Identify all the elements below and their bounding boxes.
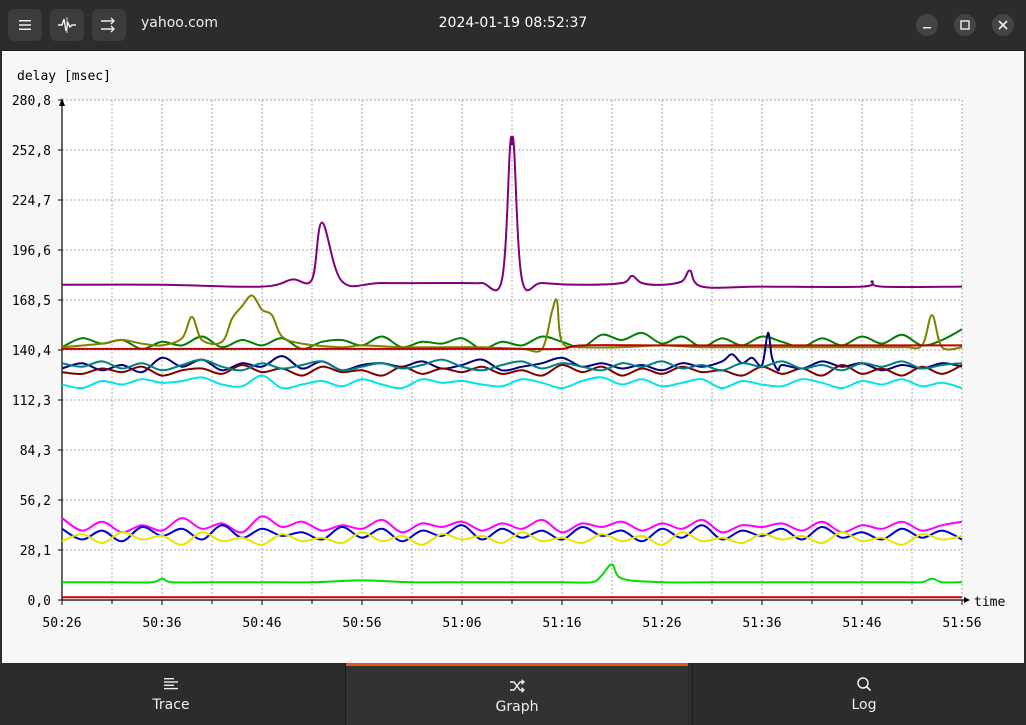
list-icon xyxy=(164,678,178,690)
tab-graph-label: Graph xyxy=(495,698,539,715)
series-line-5 xyxy=(61,363,963,377)
tab-log-label: Log xyxy=(851,697,877,713)
y-axis-label: delay [msec] xyxy=(17,69,111,84)
tab-divider xyxy=(345,663,346,725)
hamburger-menu-button[interactable] xyxy=(8,9,42,41)
x-tick-label: 50:26 xyxy=(42,616,81,631)
maximize-icon xyxy=(960,20,970,30)
y-axis-arrow xyxy=(59,98,65,106)
tab-bar: Trace Graph Log xyxy=(0,663,1026,725)
delay-graph[interactable]: 0,0 28,1 56,2 84,3 112,3 140,4 168,5 196,6 224,7… xyxy=(2,51,1024,663)
graph-settings-icon xyxy=(58,17,76,33)
series-line-2 xyxy=(61,294,963,353)
x-axis-arrow xyxy=(964,597,970,603)
graph-settings-button[interactable] xyxy=(50,9,84,41)
minimize-icon xyxy=(923,27,931,29)
y-tick-label: 280,8 xyxy=(12,94,51,109)
minimize-button[interactable] xyxy=(916,14,938,36)
tab-graph[interactable]: Graph xyxy=(346,663,688,725)
series-line-8 xyxy=(61,515,963,534)
x-tick-label: 51:16 xyxy=(542,616,581,631)
y-tick-label: 224,7 xyxy=(12,194,51,209)
y-tick-label: 140,4 xyxy=(12,344,51,359)
x-tick-label: 51:26 xyxy=(642,616,681,631)
tab-divider xyxy=(692,663,693,725)
x-axis-label: time xyxy=(974,595,1005,610)
hamburger-menu-icon xyxy=(19,20,31,30)
y-tick-label: 56,2 xyxy=(20,494,51,509)
series-line-7 xyxy=(61,374,963,390)
tab-log[interactable]: Log xyxy=(693,663,1026,725)
timestamp-title: 2024-01-19 08:52:37 xyxy=(438,15,588,31)
y-tick-label: 84,3 xyxy=(20,444,51,459)
maximize-button[interactable] xyxy=(954,14,976,36)
series-line-9 xyxy=(61,524,963,543)
x-tick-label: 50:56 xyxy=(342,616,381,631)
x-tick-label: 51:06 xyxy=(442,616,481,631)
search-icon xyxy=(857,677,872,692)
graph-panel: 0,0 28,1 56,2 84,3 112,3 140,4 168,5 196,6 224,7… xyxy=(2,51,1024,663)
series-line-11 xyxy=(62,563,963,584)
host-title: yahoo.com xyxy=(141,15,218,31)
y-tick-label: 196,6 xyxy=(12,244,51,259)
title-bar: yahoo.com 2024-01-19 08:52:37 xyxy=(0,0,1026,51)
series-line-1 xyxy=(61,328,963,350)
y-tick-label: 0,0 xyxy=(28,594,51,609)
close-icon xyxy=(998,20,1008,30)
close-button[interactable] xyxy=(992,14,1014,36)
shuffle-icon xyxy=(510,678,525,693)
y-tick-label: 112,3 xyxy=(12,394,51,409)
x-tick-label: 51:36 xyxy=(742,616,781,631)
y-tick-label: 168,5 xyxy=(12,294,51,309)
series-line-0 xyxy=(61,135,963,292)
x-tick-label: 50:46 xyxy=(242,616,281,631)
x-tick-label: 51:46 xyxy=(842,616,881,631)
x-tick-label: 51:56 xyxy=(942,616,981,631)
sort-button[interactable] xyxy=(92,9,126,41)
series-line-3 xyxy=(61,344,962,351)
tab-trace[interactable]: Trace xyxy=(0,663,342,725)
x-tick-label: 50:36 xyxy=(142,616,181,631)
tab-trace-label: Trace xyxy=(152,697,190,713)
y-tick-label: 28,1 xyxy=(20,544,51,559)
series-line-10 xyxy=(61,531,963,546)
y-tick-label: 252,8 xyxy=(12,144,51,159)
sort-icon xyxy=(101,17,115,33)
series-line-6 xyxy=(61,358,963,372)
